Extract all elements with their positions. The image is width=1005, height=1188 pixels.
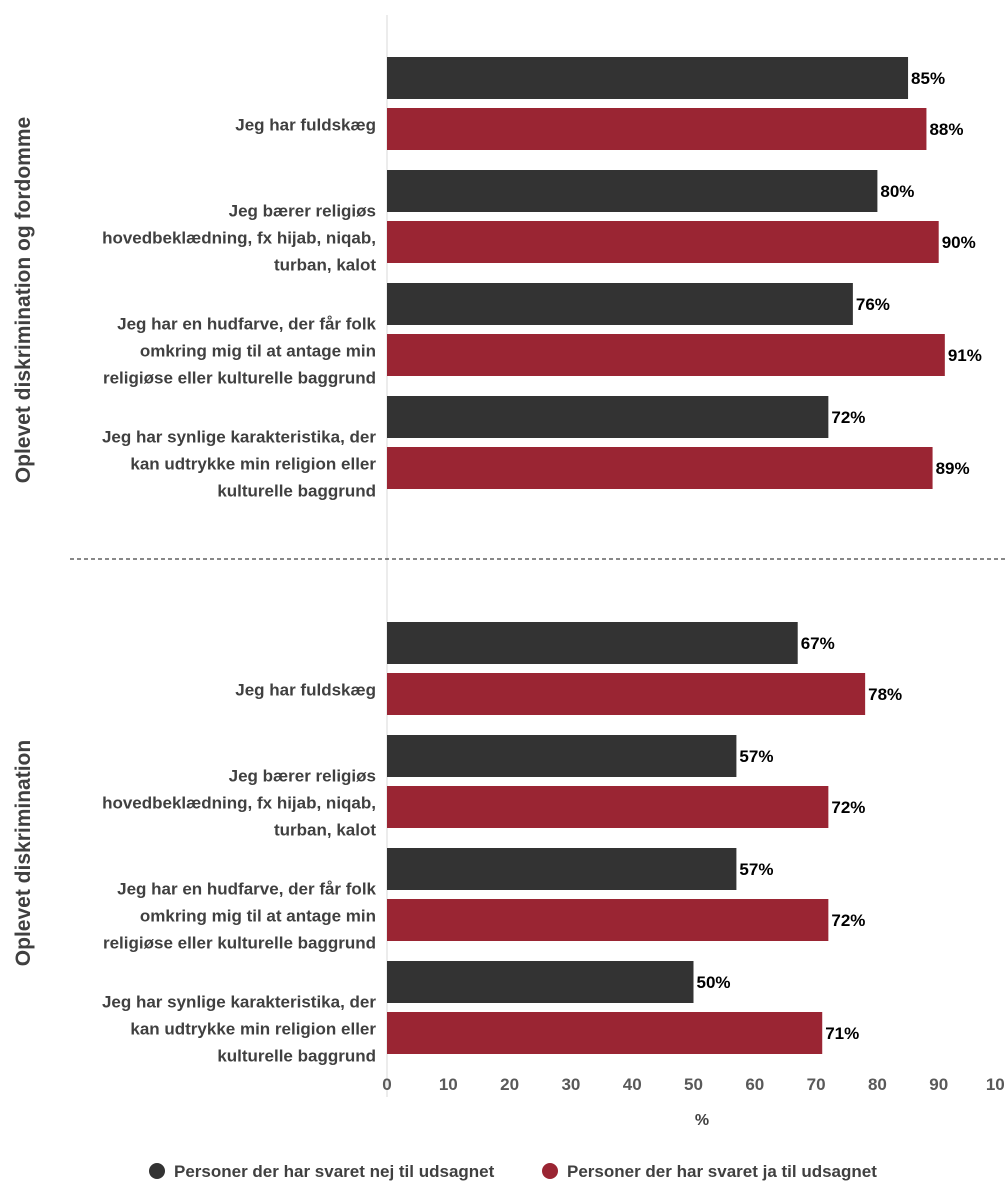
x-tick-label: 20 — [500, 1075, 519, 1094]
category-label: Jeg har fuldskæg — [235, 116, 376, 135]
category-label: hovedbeklædning, fx hijab, niqab, — [102, 794, 376, 813]
bar-nej — [387, 283, 853, 325]
data-label: 67% — [801, 634, 835, 653]
data-label: 72% — [831, 798, 865, 817]
category-label: kan udtrykke min religion eller — [130, 1020, 376, 1039]
bar-nej — [387, 848, 737, 890]
data-label: 89% — [936, 459, 970, 478]
bar-nej — [387, 961, 694, 1003]
data-label: 90% — [942, 233, 976, 252]
data-label: 50% — [697, 973, 731, 992]
bar-ja — [387, 334, 945, 376]
group-label: Oplevet diskrimination og fordomme — [12, 117, 35, 483]
category-label: turban, kalot — [274, 256, 376, 275]
data-label: 85% — [911, 69, 945, 88]
category-label: Jeg bærer religiøs — [229, 202, 376, 221]
category-label: Jeg har en hudfarve, der får folk — [117, 880, 376, 899]
data-label: 57% — [739, 747, 773, 766]
category-label: turban, kalot — [274, 821, 376, 840]
category-label: religiøse eller kulturelle baggrund — [103, 934, 376, 953]
bar-nej — [387, 735, 737, 777]
bar-nej — [387, 396, 829, 438]
bar-ja — [387, 221, 939, 263]
category-label: kan udtrykke min religion eller — [130, 455, 376, 474]
legend-label: Personer der har svaret ja til udsagnet — [567, 1162, 877, 1181]
legend-marker — [542, 1163, 558, 1179]
category-label: religiøse eller kulturelle baggrund — [103, 369, 376, 388]
x-tick-label: 30 — [561, 1075, 580, 1094]
data-label: 72% — [831, 408, 865, 427]
x-tick-label: 0 — [382, 1075, 391, 1094]
x-tick-label: 80 — [868, 1075, 887, 1094]
bar-nej — [387, 622, 798, 664]
data-label: 76% — [856, 295, 890, 314]
legend-marker — [149, 1163, 165, 1179]
category-label: Jeg har fuldskæg — [235, 681, 376, 700]
data-label: 57% — [739, 860, 773, 879]
x-tick-label: 70 — [807, 1075, 826, 1094]
bar-ja — [387, 899, 829, 941]
group-label: Oplevet diskrimination — [12, 740, 35, 966]
category-label: Jeg har en hudfarve, der får folk — [117, 315, 376, 334]
category-label: hovedbeklædning, fx hijab, niqab, — [102, 229, 376, 248]
data-label: 78% — [868, 685, 902, 704]
x-tick-label: 40 — [623, 1075, 642, 1094]
data-label: 72% — [831, 911, 865, 930]
data-label: 88% — [929, 120, 963, 139]
bar-ja — [387, 108, 927, 150]
category-label: omkring mig til at antage min — [140, 342, 376, 361]
bar-ja — [387, 786, 829, 828]
x-axis-title: % — [695, 1112, 709, 1129]
category-label: kulturelle baggrund — [217, 1047, 376, 1066]
category-label: Jeg bærer religiøs — [229, 767, 376, 786]
data-label: 80% — [880, 182, 914, 201]
bar-ja — [387, 673, 866, 715]
bar-ja — [387, 447, 933, 489]
category-label: Jeg har synlige karakteristika, der — [102, 993, 376, 1012]
bar-ja — [387, 1012, 823, 1054]
bar-nej — [387, 57, 909, 99]
x-tick-label: 50 — [684, 1075, 703, 1094]
x-tick-label: 60 — [745, 1075, 764, 1094]
category-label: Jeg har synlige karakteristika, der — [102, 428, 376, 447]
category-label: omkring mig til at antage min — [140, 907, 376, 926]
legend-label: Personer der har svaret nej til udsagnet — [174, 1162, 495, 1181]
data-label: 71% — [825, 1024, 859, 1043]
x-tick-label: 10 — [439, 1075, 458, 1094]
x-tick-label: 90 — [929, 1075, 948, 1094]
bar-nej — [387, 170, 878, 212]
data-label: 91% — [948, 346, 982, 365]
x-tick-label: 100 — [986, 1075, 1005, 1094]
category-label: kulturelle baggrund — [217, 482, 376, 501]
